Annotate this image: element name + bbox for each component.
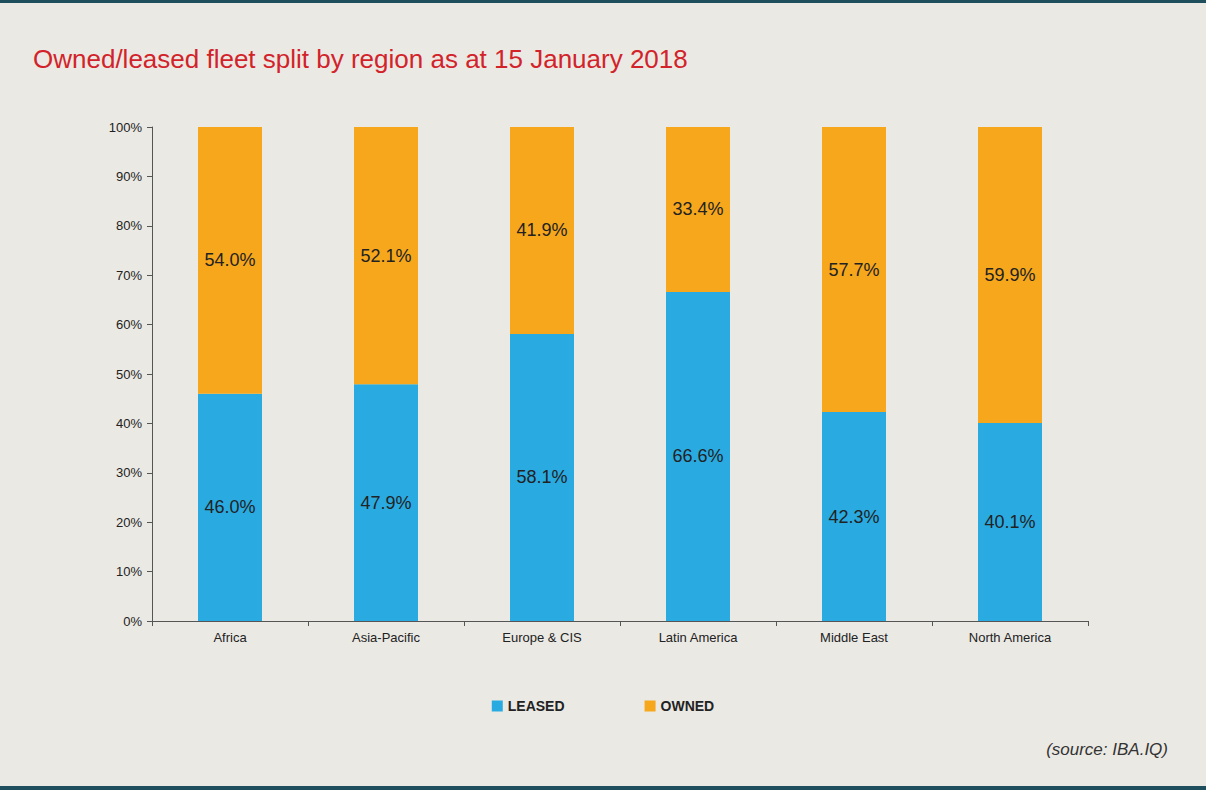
svg-text:Africa: Africa — [213, 630, 247, 645]
svg-text:40.1%: 40.1% — [984, 512, 1035, 532]
svg-text:Owned/leased fleet split by re: Owned/leased fleet split by region as at… — [33, 44, 688, 74]
svg-text:57.7%: 57.7% — [828, 260, 879, 280]
svg-text:20%: 20% — [116, 515, 142, 530]
svg-text:Middle East: Middle East — [820, 630, 888, 645]
svg-text:0%: 0% — [123, 614, 142, 629]
svg-text:(source: IBA.IQ): (source: IBA.IQ) — [1046, 740, 1168, 759]
svg-text:46.0%: 46.0% — [204, 497, 255, 517]
svg-text:40%: 40% — [116, 416, 142, 431]
svg-text:52.1%: 52.1% — [360, 246, 411, 266]
svg-text:60%: 60% — [116, 317, 142, 332]
svg-text:70%: 70% — [116, 268, 142, 283]
svg-text:90%: 90% — [116, 169, 142, 184]
svg-text:80%: 80% — [116, 218, 142, 233]
svg-text:10%: 10% — [116, 564, 142, 579]
svg-text:50%: 50% — [116, 367, 142, 382]
svg-text:Asia-Pacific: Asia-Pacific — [352, 630, 420, 645]
svg-text:Latin America: Latin America — [659, 630, 739, 645]
svg-text:OWNED: OWNED — [661, 698, 715, 714]
svg-text:41.9%: 41.9% — [516, 220, 567, 240]
svg-text:North America: North America — [969, 630, 1052, 645]
svg-text:33.4%: 33.4% — [672, 199, 723, 219]
svg-text:54.0%: 54.0% — [204, 250, 255, 270]
svg-text:42.3%: 42.3% — [828, 507, 879, 527]
svg-text:Europe & CIS: Europe & CIS — [502, 630, 582, 645]
svg-text:58.1%: 58.1% — [516, 467, 567, 487]
svg-text:66.6%: 66.6% — [672, 446, 723, 466]
svg-text:59.9%: 59.9% — [984, 265, 1035, 285]
svg-text:30%: 30% — [116, 465, 142, 480]
svg-text:47.9%: 47.9% — [360, 493, 411, 513]
svg-text:LEASED: LEASED — [508, 698, 565, 714]
svg-text:100%: 100% — [109, 120, 143, 135]
